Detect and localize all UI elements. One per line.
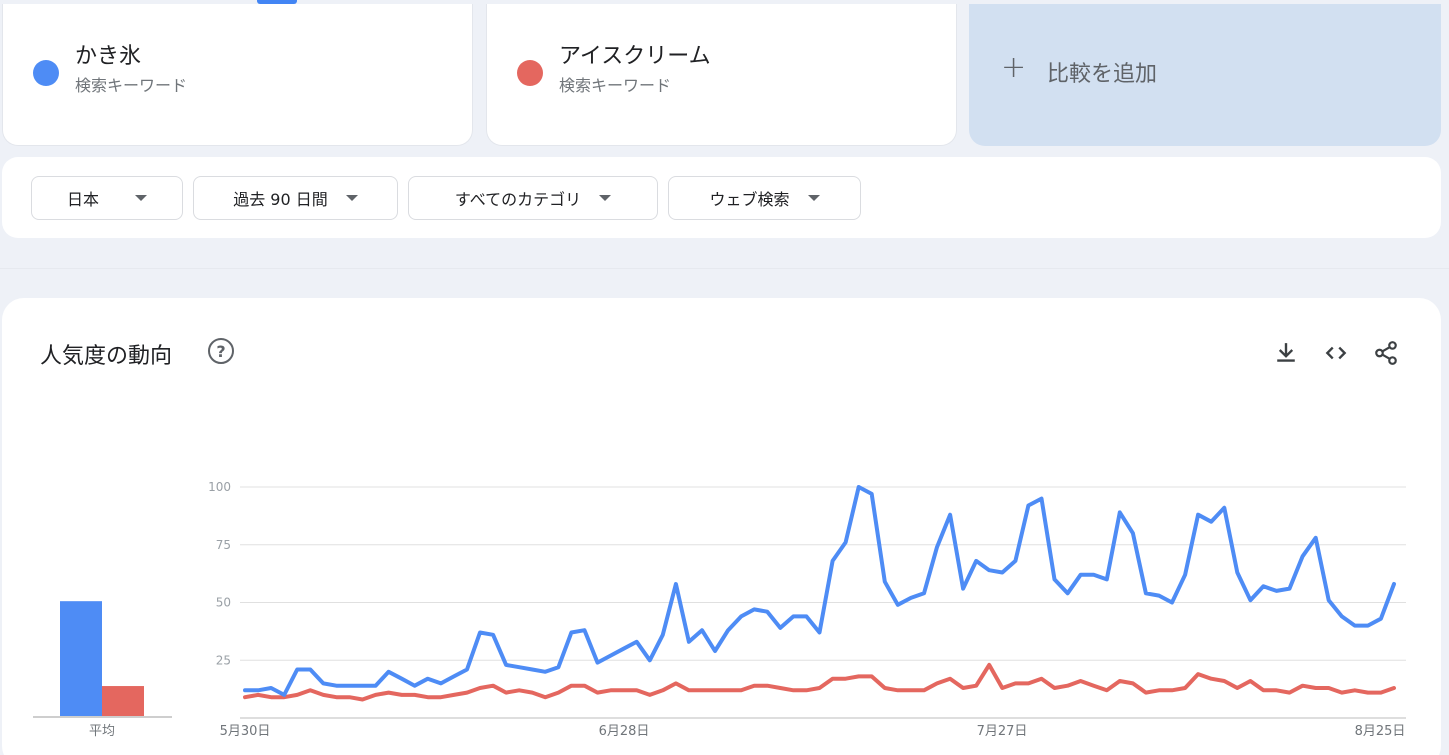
search-term-card-2[interactable]: アイスクリーム 検索キーワード <box>486 4 957 146</box>
search-type-filter-dropdown[interactable]: ウェブ検索 <box>668 176 861 220</box>
add-comparison-label: 比較を追加 <box>1047 62 1158 87</box>
add-comparison-button[interactable]: + 比較を追加 <box>969 4 1441 146</box>
chevron-down-icon <box>135 195 147 201</box>
y-tick-label: 100 <box>208 480 231 494</box>
term-name[interactable]: アイスクリーム <box>559 44 711 69</box>
y-tick-label: 50 <box>216 596 231 610</box>
term-name[interactable]: かき氷 <box>75 44 142 69</box>
chart-title: 人気度の動向 <box>40 344 173 369</box>
category-filter-label: すべてのカテゴリ <box>454 190 582 209</box>
series-line <box>243 485 1396 697</box>
chevron-down-icon <box>807 195 820 201</box>
average-bar <box>102 686 144 716</box>
y-tick-label: 75 <box>216 538 231 552</box>
download-icon[interactable] <box>1273 340 1299 366</box>
average-bar <box>60 601 102 716</box>
average-label: 平均 <box>89 724 115 739</box>
series-line <box>243 662 1396 702</box>
chevron-down-icon <box>345 195 358 201</box>
term-type: 検索キーワード <box>559 76 672 95</box>
x-tick-label: 5月30日 <box>220 724 271 739</box>
x-tick-label: 8月25日 <box>1355 724 1406 739</box>
search-term-card-1[interactable]: かき氷 検索キーワード <box>2 4 473 146</box>
share-icon[interactable] <box>1373 340 1399 366</box>
interest-over-time-card: 人気度の動向 ? 25 50 75 100 5月30日 6月28日 7月27日 8月25日 平均 <box>2 298 1441 755</box>
region-filter-label: 日本 <box>66 190 99 209</box>
filter-bar: 日本 過去 90 日間 すべてのカテゴリ ウェブ検索 <box>2 157 1441 238</box>
x-tick-label: 7月27日 <box>977 724 1028 739</box>
term-color-dot <box>33 60 59 86</box>
x-tick-label: 6月28日 <box>599 724 650 739</box>
help-circle-icon[interactable]: ? <box>208 338 234 364</box>
term-type: 検索キーワード <box>75 76 188 95</box>
plus-icon: + <box>1001 50 1027 85</box>
embed-code-icon[interactable] <box>1323 340 1349 366</box>
section-divider <box>0 268 1449 269</box>
region-filter-dropdown[interactable]: 日本 <box>31 176 183 220</box>
period-filter-dropdown[interactable]: 過去 90 日間 <box>193 176 398 220</box>
y-tick-label: 25 <box>216 653 231 667</box>
search-type-filter-label: ウェブ検索 <box>709 190 790 209</box>
category-filter-dropdown[interactable]: すべてのカテゴリ <box>408 176 658 220</box>
trend-chart: 25 50 75 100 5月30日 6月28日 7月27日 8月25日 平均 <box>33 480 1406 739</box>
period-filter-label: 過去 90 日間 <box>233 190 328 209</box>
term-color-dot <box>517 60 543 86</box>
active-tab-indicator <box>257 0 297 4</box>
chevron-down-icon <box>599 195 612 201</box>
